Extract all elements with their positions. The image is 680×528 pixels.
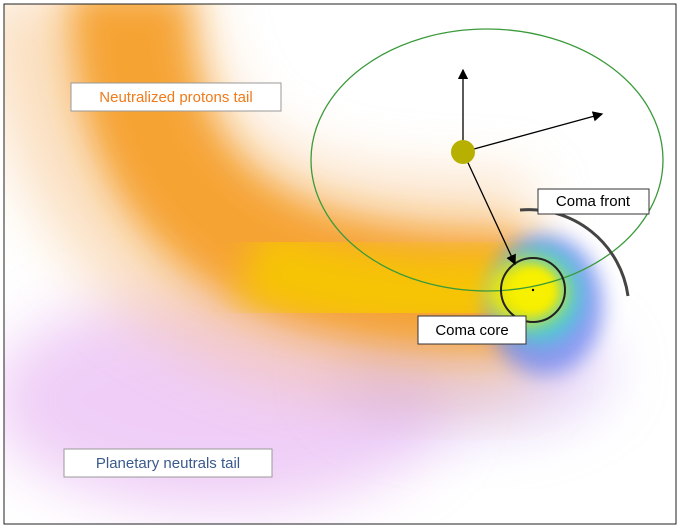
comet-nucleus — [531, 288, 535, 292]
label-box — [63, 448, 273, 478]
orbit-ellipse — [310, 28, 664, 292]
coma-front-label: Coma front — [556, 193, 631, 210]
label-box — [537, 188, 650, 215]
planet — [451, 140, 475, 164]
axis-arrow-right — [462, 111, 604, 153]
label-box — [70, 82, 282, 112]
neutrals-tail-label: Planetary neutrals tail — [96, 455, 240, 472]
frame — [3, 3, 677, 525]
label-box — [417, 315, 527, 345]
protons-tail-label: Neutralized protons tail — [99, 89, 252, 106]
axis-arrow-down — [462, 151, 516, 266]
coma-core-circle — [500, 257, 566, 323]
coma-core-label: Coma core — [435, 322, 508, 339]
